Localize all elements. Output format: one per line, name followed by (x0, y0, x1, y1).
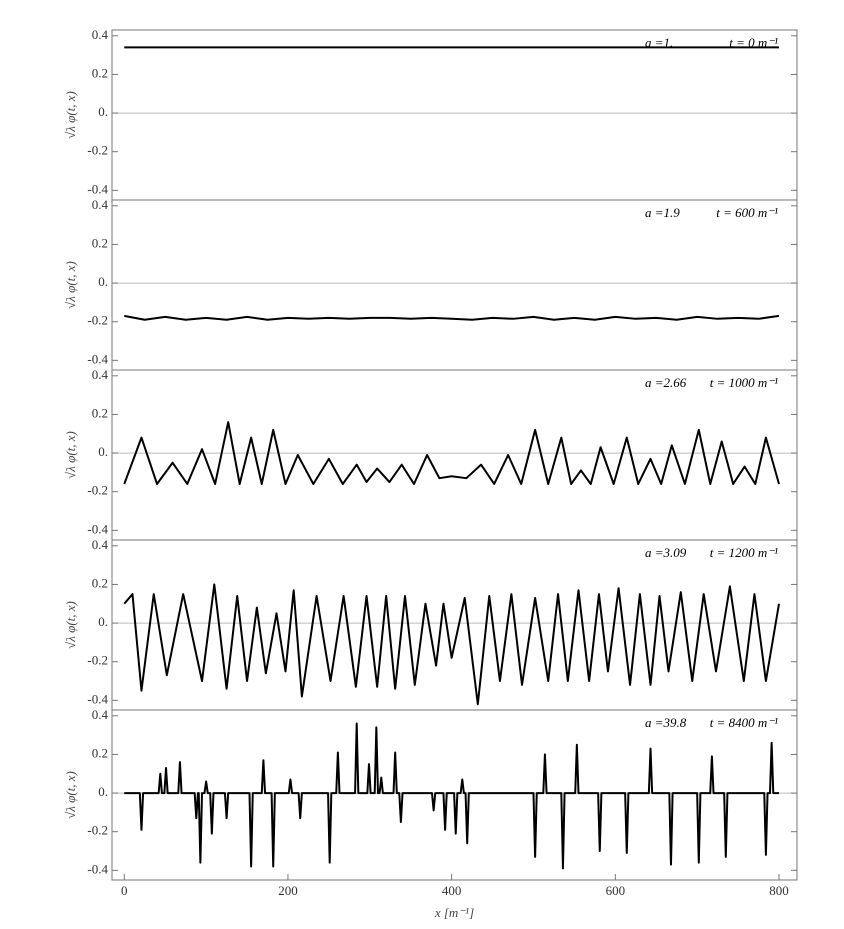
data-line (123, 421, 780, 485)
annotation: t = 600 m⁻¹ (716, 205, 778, 220)
y-tick-label: 0. (98, 614, 108, 629)
y-tick-label: -0.2 (87, 143, 108, 158)
y-tick-label: -0.2 (87, 313, 108, 328)
panel-frame (111, 369, 798, 541)
y-tick-label: 0. (98, 784, 108, 799)
y-tick-label: 0.4 (92, 197, 109, 212)
y-tick-label: 0. (98, 274, 108, 289)
y-axis-label: √λ φ(t, x) (63, 91, 78, 139)
y-tick-label: -0.4 (87, 691, 108, 706)
y-axis-label: √λ φ(t, x) (63, 771, 78, 819)
y-axis-label: √λ φ(t, x) (63, 261, 78, 309)
y-tick-label: 0. (98, 444, 108, 459)
y-tick-label: 0. (98, 104, 108, 119)
y-tick-label: -0.4 (87, 861, 108, 876)
panel-frame (111, 29, 798, 201)
annotation: a =2.66 (645, 375, 687, 390)
y-tick-label: 0.4 (92, 707, 109, 722)
panel-frame (111, 539, 798, 711)
annotation: t = 1200 m⁻¹ (710, 545, 778, 560)
y-tick-label: -0.2 (87, 823, 108, 838)
data-line (124, 722, 779, 870)
annotation: a =3.09 (645, 545, 687, 560)
y-tick-label: 0.2 (92, 405, 108, 420)
x-tick-label: 800 (769, 883, 789, 898)
x-tick-label: 600 (606, 883, 626, 898)
y-tick-label: -0.4 (87, 351, 108, 366)
panel-frame (111, 709, 798, 881)
y-tick-label: 0.4 (92, 537, 109, 552)
y-tick-label: -0.4 (87, 521, 108, 536)
y-tick-label: -0.2 (87, 653, 108, 668)
y-tick-label: 0.2 (92, 235, 108, 250)
y-tick-label: 0.4 (92, 367, 109, 382)
annotation: a =39.8 (645, 715, 687, 730)
y-tick-label: 0.2 (92, 745, 108, 760)
data-line (124, 314, 780, 321)
annotation: a =1.9 (645, 205, 680, 220)
x-tick-label: 0 (121, 883, 128, 898)
y-tick-label: 0.2 (92, 65, 108, 80)
annotation: a =1. (645, 35, 673, 50)
annotation: t = 1000 m⁻¹ (710, 375, 778, 390)
y-tick-label: -0.2 (87, 483, 108, 498)
y-tick-label: -0.4 (87, 181, 108, 196)
x-axis-label: x [m⁻¹] (434, 905, 474, 920)
y-axis-label: √λ φ(t, x) (63, 431, 78, 479)
annotation: t = 8400 m⁻¹ (710, 715, 778, 730)
y-tick-label: 0.4 (92, 27, 109, 42)
x-tick-label: 200 (278, 883, 298, 898)
annotation: t = 0 m⁻¹ (729, 35, 778, 50)
data-line (123, 583, 780, 706)
x-tick-label: 400 (442, 883, 462, 898)
y-tick-label: 0.2 (92, 575, 108, 590)
panel-frame (111, 199, 798, 371)
y-axis-label: √λ φ(t, x) (63, 601, 78, 649)
